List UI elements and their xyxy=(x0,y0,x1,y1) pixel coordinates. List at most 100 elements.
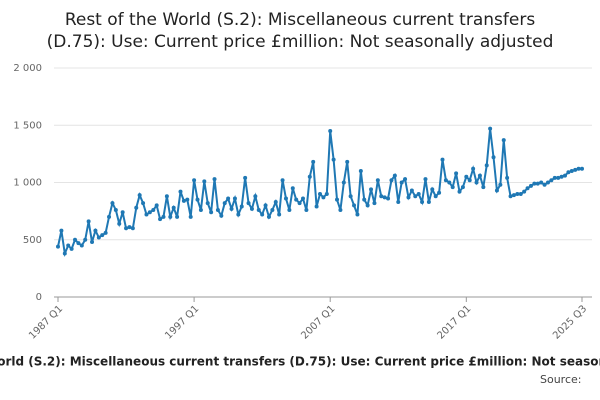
data-point xyxy=(437,190,442,195)
source: Source: xyxy=(540,373,582,386)
data-point xyxy=(185,197,190,202)
data-point xyxy=(413,194,418,199)
data-point xyxy=(137,193,142,198)
data-point xyxy=(79,243,84,248)
data-point xyxy=(341,180,346,185)
data-point xyxy=(457,189,462,194)
data-point xyxy=(474,180,479,185)
data-point xyxy=(450,185,455,190)
x-tick-label: 2025 Q3 xyxy=(551,303,589,341)
data-point xyxy=(464,174,469,179)
data-point xyxy=(331,157,336,162)
x-tick-label: 2007 Q1 xyxy=(299,303,337,341)
data-point xyxy=(352,203,357,208)
data-point xyxy=(491,155,496,160)
data-point xyxy=(198,207,203,212)
data-point xyxy=(256,207,261,212)
data-point xyxy=(562,173,567,178)
data-point xyxy=(324,191,329,196)
data-point xyxy=(454,171,459,176)
data-point xyxy=(246,201,251,206)
data-point xyxy=(328,128,333,133)
data-point xyxy=(73,237,78,242)
data-point xyxy=(362,197,367,202)
data-point xyxy=(389,178,394,183)
data-point xyxy=(212,177,217,182)
data-point xyxy=(134,205,139,210)
data-point xyxy=(168,214,173,219)
data-point xyxy=(467,178,472,183)
x-tick-label: 1987 Q1 xyxy=(27,303,65,341)
data-point xyxy=(158,217,163,222)
data-point xyxy=(379,194,384,199)
data-point xyxy=(358,169,363,174)
data-point xyxy=(195,197,200,202)
data-point xyxy=(498,182,503,187)
series-line xyxy=(57,128,582,258)
data-point xyxy=(290,186,295,191)
data-point xyxy=(518,191,523,196)
data-point xyxy=(386,196,391,201)
data-point xyxy=(382,195,387,200)
data-point xyxy=(273,199,278,204)
y-tick-label: 1 500 xyxy=(13,120,42,131)
data-point xyxy=(549,178,554,183)
data-point xyxy=(219,213,224,218)
data-point xyxy=(188,214,193,219)
data-point xyxy=(433,194,438,199)
data-point xyxy=(127,225,132,230)
data-point xyxy=(416,191,421,196)
data-point xyxy=(56,244,60,249)
data-point xyxy=(576,166,581,171)
data-point xyxy=(178,189,183,194)
data-point xyxy=(151,207,156,212)
data-point xyxy=(511,193,516,198)
data-point xyxy=(505,175,510,180)
data-point xyxy=(522,189,527,194)
data-point xyxy=(307,174,312,179)
data-point xyxy=(83,237,88,242)
data-point xyxy=(314,204,319,209)
data-point xyxy=(96,235,101,240)
data-point xyxy=(236,212,241,217)
data-point xyxy=(375,178,380,183)
data-point xyxy=(90,240,95,245)
chart-title: (D.75): Use: Current price £million: Not… xyxy=(47,32,554,52)
data-point xyxy=(532,181,537,186)
data-point xyxy=(222,201,227,206)
data-point xyxy=(471,166,476,171)
data-point xyxy=(528,183,533,188)
data-point xyxy=(430,187,435,192)
data-point xyxy=(426,199,431,204)
data-point xyxy=(559,174,564,179)
data-point xyxy=(573,167,578,172)
data-point xyxy=(515,191,520,196)
data-point xyxy=(192,178,197,183)
data-point xyxy=(243,175,248,180)
data-point xyxy=(113,207,118,212)
data-point xyxy=(484,163,489,168)
data-point xyxy=(171,205,176,210)
data-point xyxy=(205,201,210,206)
data-point xyxy=(280,178,285,183)
data-point xyxy=(477,173,482,178)
data-point xyxy=(130,226,135,231)
data-point xyxy=(556,175,561,180)
data-point xyxy=(460,185,465,190)
data-point xyxy=(86,219,91,224)
data-point xyxy=(283,196,288,201)
data-point xyxy=(423,177,428,182)
y-tick-label: 2 000 xyxy=(13,63,42,74)
data-point xyxy=(345,159,350,164)
y-tick-label: 0 xyxy=(36,292,42,303)
data-point xyxy=(365,203,370,208)
data-point xyxy=(372,201,377,206)
data-point xyxy=(294,197,299,202)
data-point xyxy=(110,201,115,206)
data-point xyxy=(420,199,425,204)
data-point xyxy=(263,203,268,208)
data-point xyxy=(76,241,81,246)
data-point xyxy=(355,212,360,217)
data-point xyxy=(406,195,411,200)
x-tick-label: 2017 Q1 xyxy=(435,303,473,341)
